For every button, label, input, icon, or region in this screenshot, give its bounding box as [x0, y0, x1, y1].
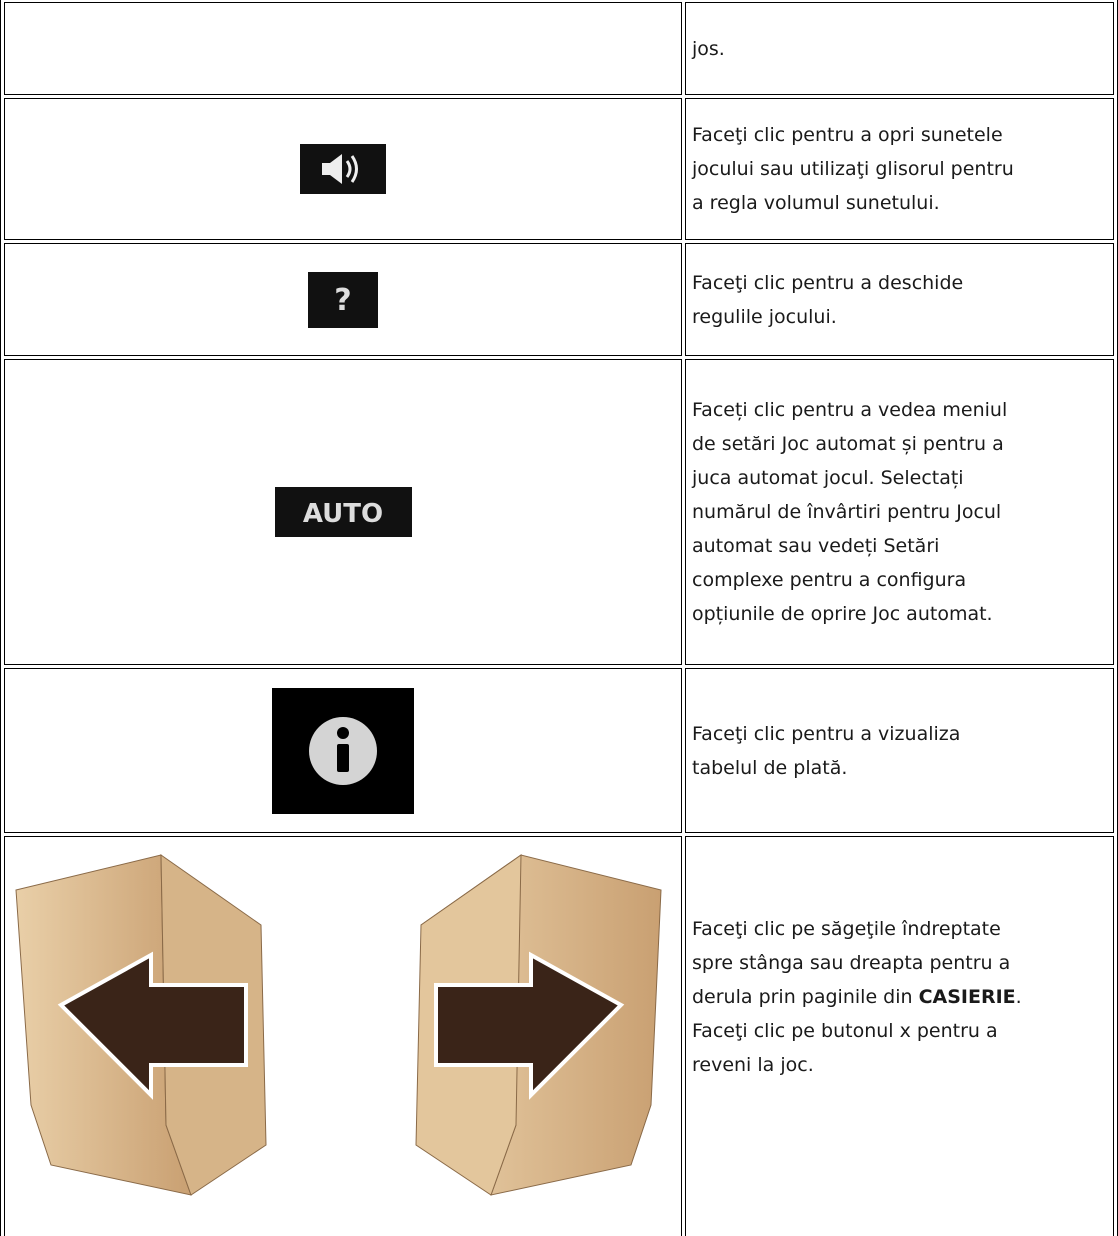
text-cell: Faceţi clic pentru a opri sunetele joculu…	[685, 98, 1114, 240]
text-line: Faceţi clic pe butonul x pentru a	[692, 1020, 998, 1042]
text-line: a regla volumul sunetului.	[692, 192, 940, 214]
icon-cell	[4, 2, 682, 95]
row: jos.	[4, 2, 1114, 95]
text-cell: Faceţi clic pentru a vizualiza tabelul de…	[685, 668, 1114, 833]
text-line: spre stânga sau dreapta pentru a	[692, 952, 1011, 974]
text-line: Faceţi clic pentru a vizualiza	[692, 722, 961, 745]
row: Faceţi clic pentru a opri sunetele joculu…	[4, 98, 1114, 240]
row: Faceţi clic pentru a vizualiza tabelul de…	[4, 668, 1114, 833]
text-line: Faceţi clic pentru a opri sunetele	[692, 124, 1003, 146]
text-line: automat sau vedeți Setări	[692, 535, 940, 557]
icon-cell	[4, 98, 682, 240]
text-line: Faceţi clic pe săgeţile îndreptate	[692, 918, 1001, 940]
icon-cell	[4, 668, 682, 833]
text-cell: Faceți clic pentru a vedea meniul de setă…	[685, 359, 1114, 665]
text-line: tabelul de plată.	[692, 756, 848, 779]
text-line: jocului sau utilizaţi glisorul pentru	[692, 158, 1014, 180]
icon-cell: ?	[4, 243, 682, 356]
bold-text: CASIERIE	[918, 986, 1016, 1008]
text-line: derula prin paginile din CASIERIE.	[692, 980, 1107, 1014]
text-line: Faceţi clic pentru a deschide	[692, 271, 964, 294]
icon-cell	[4, 836, 682, 1236]
text-line: complexe pentru a configura	[692, 569, 967, 591]
text-line: juca automat jocul. Selectați	[692, 467, 964, 489]
row: Faceţi clic pe săgeţile îndreptate spre s…	[4, 836, 1114, 1236]
info-icon	[272, 687, 414, 814]
text-span: derula prin paginile din	[692, 986, 919, 1008]
icon-label: ?	[334, 283, 351, 318]
arrows-image	[15, 854, 662, 1196]
icon-cell: AUTO	[4, 359, 682, 665]
text-line: opțiunile de oprire Joc automat.	[692, 603, 993, 625]
text-cell: Faceţi clic pe săgeţile îndreptate spre s…	[685, 836, 1114, 1236]
row: ? Faceţi clic pentru a deschide regulile …	[4, 243, 1114, 356]
text-line: regulile jocului.	[692, 305, 837, 328]
text-line: numărul de învârtiri pentru Jocul	[692, 501, 1002, 523]
text-line: reveni la joc.	[692, 1054, 814, 1076]
auto-icon: AUTO	[274, 487, 412, 537]
text-span: .	[1015, 986, 1022, 1008]
text-line: jos.	[692, 37, 725, 60]
text-cell: jos.	[685, 2, 1114, 95]
row: AUTO Faceți clic pentru a vedea meniul de…	[4, 359, 1114, 665]
text-line: de setări Joc automat și pentru a	[692, 433, 1004, 455]
icon-label: AUTO	[302, 499, 382, 529]
help-icon: ?	[308, 271, 378, 328]
text-line: Faceți clic pentru a vedea meniul	[692, 399, 1008, 421]
sound-icon	[300, 144, 386, 194]
text-cell: Faceţi clic pentru a deschide regulile jo…	[685, 243, 1114, 356]
